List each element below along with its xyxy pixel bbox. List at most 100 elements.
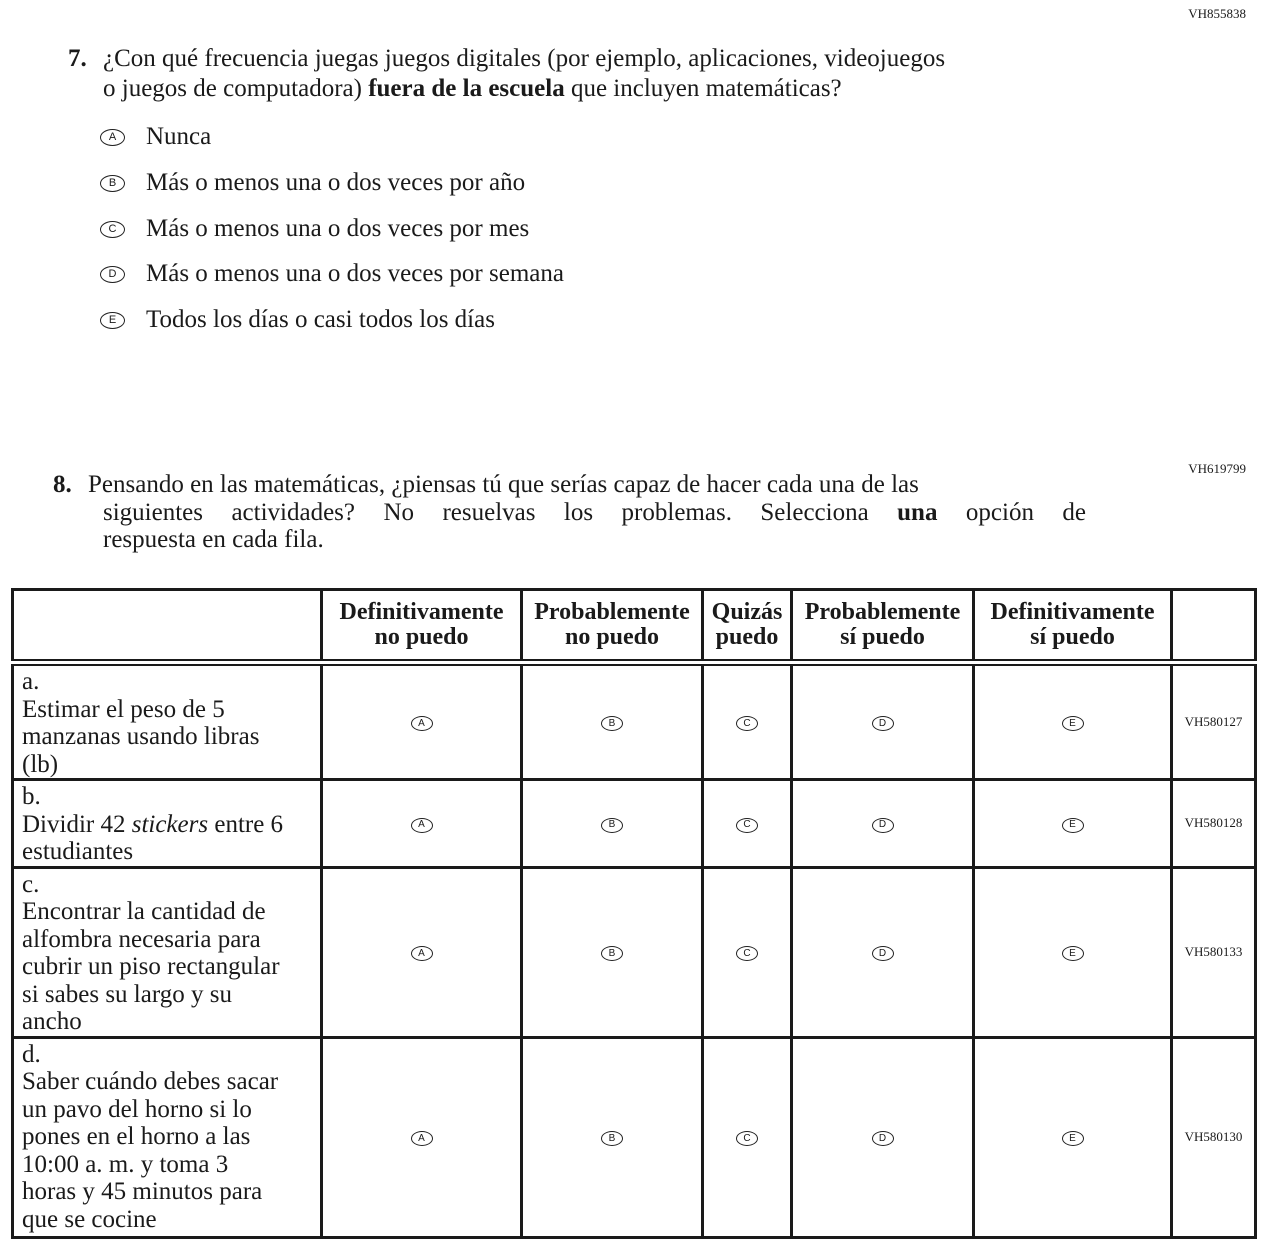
- text: Dividir 42: [22, 810, 132, 838]
- table-row: d.Saber cuándo debes sacar un pavo del h…: [11, 1035, 1257, 1239]
- response-cell: A: [320, 778, 523, 869]
- response-cell: D: [790, 1035, 975, 1239]
- response-cell: C: [701, 778, 793, 869]
- row-text: Dividir 42 stickers entre 6 estudiantes: [22, 811, 284, 866]
- bubble-a-icon[interactable]: A: [410, 716, 433, 732]
- answer-option[interactable]: C Más o menos una o dos veces por mes: [100, 215, 529, 243]
- bubble-c-icon[interactable]: C: [100, 220, 125, 238]
- text: o juegos de computadora): [103, 75, 369, 102]
- bubble-b-icon[interactable]: B: [601, 946, 623, 962]
- response-cell: E: [972, 661, 1173, 781]
- option-label: Más o menos una o dos veces por mes: [146, 215, 530, 242]
- response-cell: B: [520, 778, 704, 869]
- bubble-d-icon[interactable]: D: [871, 1131, 894, 1147]
- item-code: VH855838: [1188, 6, 1246, 21]
- bubble-d-icon[interactable]: D: [871, 817, 894, 833]
- bubble-c-icon[interactable]: C: [736, 817, 758, 833]
- response-cell: C: [701, 865, 793, 1039]
- response-cell: C: [701, 661, 793, 781]
- option-label: Todos los días o casi todos los días: [146, 306, 495, 333]
- answer-option[interactable]: B Más o menos una o dos veces por año: [100, 169, 525, 197]
- column-header-line: no puedo: [374, 624, 469, 650]
- response-cell: A: [320, 1035, 523, 1239]
- question-text-line: o juegos de computadora) fuera de la esc…: [68, 74, 1068, 104]
- bubble-a-icon[interactable]: A: [410, 946, 433, 962]
- column-header: Probablemente sí puedo: [790, 588, 975, 664]
- response-cell: A: [320, 661, 523, 781]
- code-header: [1170, 588, 1257, 664]
- bubble-a-icon[interactable]: A: [100, 128, 125, 146]
- bubble-e-icon[interactable]: E: [1061, 1131, 1084, 1147]
- column-header-line: Quizás: [711, 599, 783, 625]
- column-header-line: Probablemente: [804, 599, 961, 625]
- bubble-e-icon[interactable]: E: [1061, 946, 1084, 962]
- blank-header: [11, 588, 323, 664]
- response-cell: B: [520, 661, 704, 781]
- item-code: VH619799: [1188, 461, 1246, 476]
- column-header: Quizás puedo: [701, 588, 793, 664]
- response-cell: B: [520, 1035, 704, 1239]
- question-text-line: respuesta en cada fila.: [103, 526, 324, 553]
- response-cell: D: [790, 778, 975, 869]
- emphasis: fuera de la escuela: [368, 75, 565, 102]
- row-letter: c.: [22, 870, 40, 898]
- bubble-c-icon[interactable]: C: [736, 946, 758, 962]
- question-text-line: ¿Con qué frecuencia juegas juegos digita…: [103, 45, 946, 72]
- bubble-e-icon[interactable]: E: [1061, 716, 1084, 732]
- answer-option[interactable]: A Nunca: [100, 123, 211, 151]
- option-label: Nunca: [146, 123, 212, 150]
- bubble-d-icon[interactable]: D: [871, 716, 894, 732]
- emphasis: una: [897, 498, 938, 526]
- column-header-line: Probablemente: [534, 599, 690, 625]
- row-text: Encontrar la cantidad de alfombra necesa…: [22, 898, 280, 1035]
- italic-text: stickers: [131, 810, 209, 838]
- table-row: a.Estimar el peso de 5 manzanas usando l…: [11, 661, 1257, 781]
- item-code: VH580130: [1170, 1035, 1257, 1239]
- bubble-d-icon[interactable]: D: [871, 946, 894, 962]
- bubble-e-icon[interactable]: E: [100, 311, 125, 329]
- answer-option[interactable]: E Todos los días o casi todos los días: [100, 306, 495, 334]
- bubble-b-icon[interactable]: B: [601, 1131, 623, 1147]
- bubble-c-icon[interactable]: C: [736, 716, 758, 732]
- text: entre 6 estudiantes: [22, 810, 284, 866]
- question-number: 8.: [53, 471, 72, 498]
- column-header-line: no puedo: [564, 624, 660, 650]
- question-7: 7. ¿Con qué frecuencia juegas juegos dig…: [68, 44, 1068, 104]
- row-label: b.Dividir 42 stickers entre 6 estudiante…: [11, 778, 323, 869]
- option-label: Más o menos una o dos veces por semana: [146, 260, 564, 287]
- bubble-b-icon[interactable]: B: [100, 174, 125, 192]
- row-letter: d.: [22, 1040, 41, 1068]
- bubble-e-icon[interactable]: E: [1061, 817, 1084, 833]
- column-header-line: Definitivamente: [339, 599, 504, 625]
- question-8: 8. Pensando en las matemáticas, ¿piensas…: [53, 471, 1086, 554]
- bubble-a-icon[interactable]: A: [410, 1131, 433, 1147]
- response-cell: D: [790, 661, 975, 781]
- column-header-line: sí puedo: [840, 624, 925, 650]
- row-text: Estimar el peso de 5 manzanas usando lib…: [22, 695, 260, 778]
- response-cell: A: [320, 865, 523, 1039]
- answer-option[interactable]: D Más o menos una o dos veces por semana: [100, 260, 564, 288]
- response-cell: D: [790, 865, 975, 1039]
- table-row: b.Dividir 42 stickers entre 6 estudiante…: [11, 778, 1257, 869]
- row-letter: a.: [22, 668, 40, 695]
- row-label: a.Estimar el peso de 5 manzanas usando l…: [11, 661, 323, 781]
- response-cell: B: [520, 865, 704, 1039]
- text: opción de: [937, 498, 1087, 526]
- response-cell: E: [972, 1035, 1173, 1239]
- bubble-c-icon[interactable]: C: [736, 1131, 758, 1147]
- row-text: Saber cuándo debes sacar un pavo del hor…: [22, 1068, 279, 1233]
- column-header-line: sí puedo: [1030, 624, 1115, 650]
- response-grid: Definitivamente no puedo Probablemente no p…: [11, 588, 1257, 1239]
- column-header: Definitivamente sí puedo: [972, 588, 1173, 664]
- column-header-line: puedo: [715, 624, 779, 650]
- bubble-d-icon[interactable]: D: [100, 265, 125, 283]
- bubble-a-icon[interactable]: A: [410, 817, 433, 833]
- item-code: VH580127: [1170, 661, 1257, 781]
- response-cell: E: [972, 778, 1173, 869]
- bubble-b-icon[interactable]: B: [601, 817, 623, 833]
- bubble-b-icon[interactable]: B: [601, 716, 623, 732]
- question-text-line: siguientes actividades? No resuelvas los…: [53, 499, 1086, 527]
- response-cell: C: [701, 1035, 793, 1239]
- row-letter: b.: [22, 783, 41, 810]
- text: que incluyen matemáticas?: [564, 75, 842, 102]
